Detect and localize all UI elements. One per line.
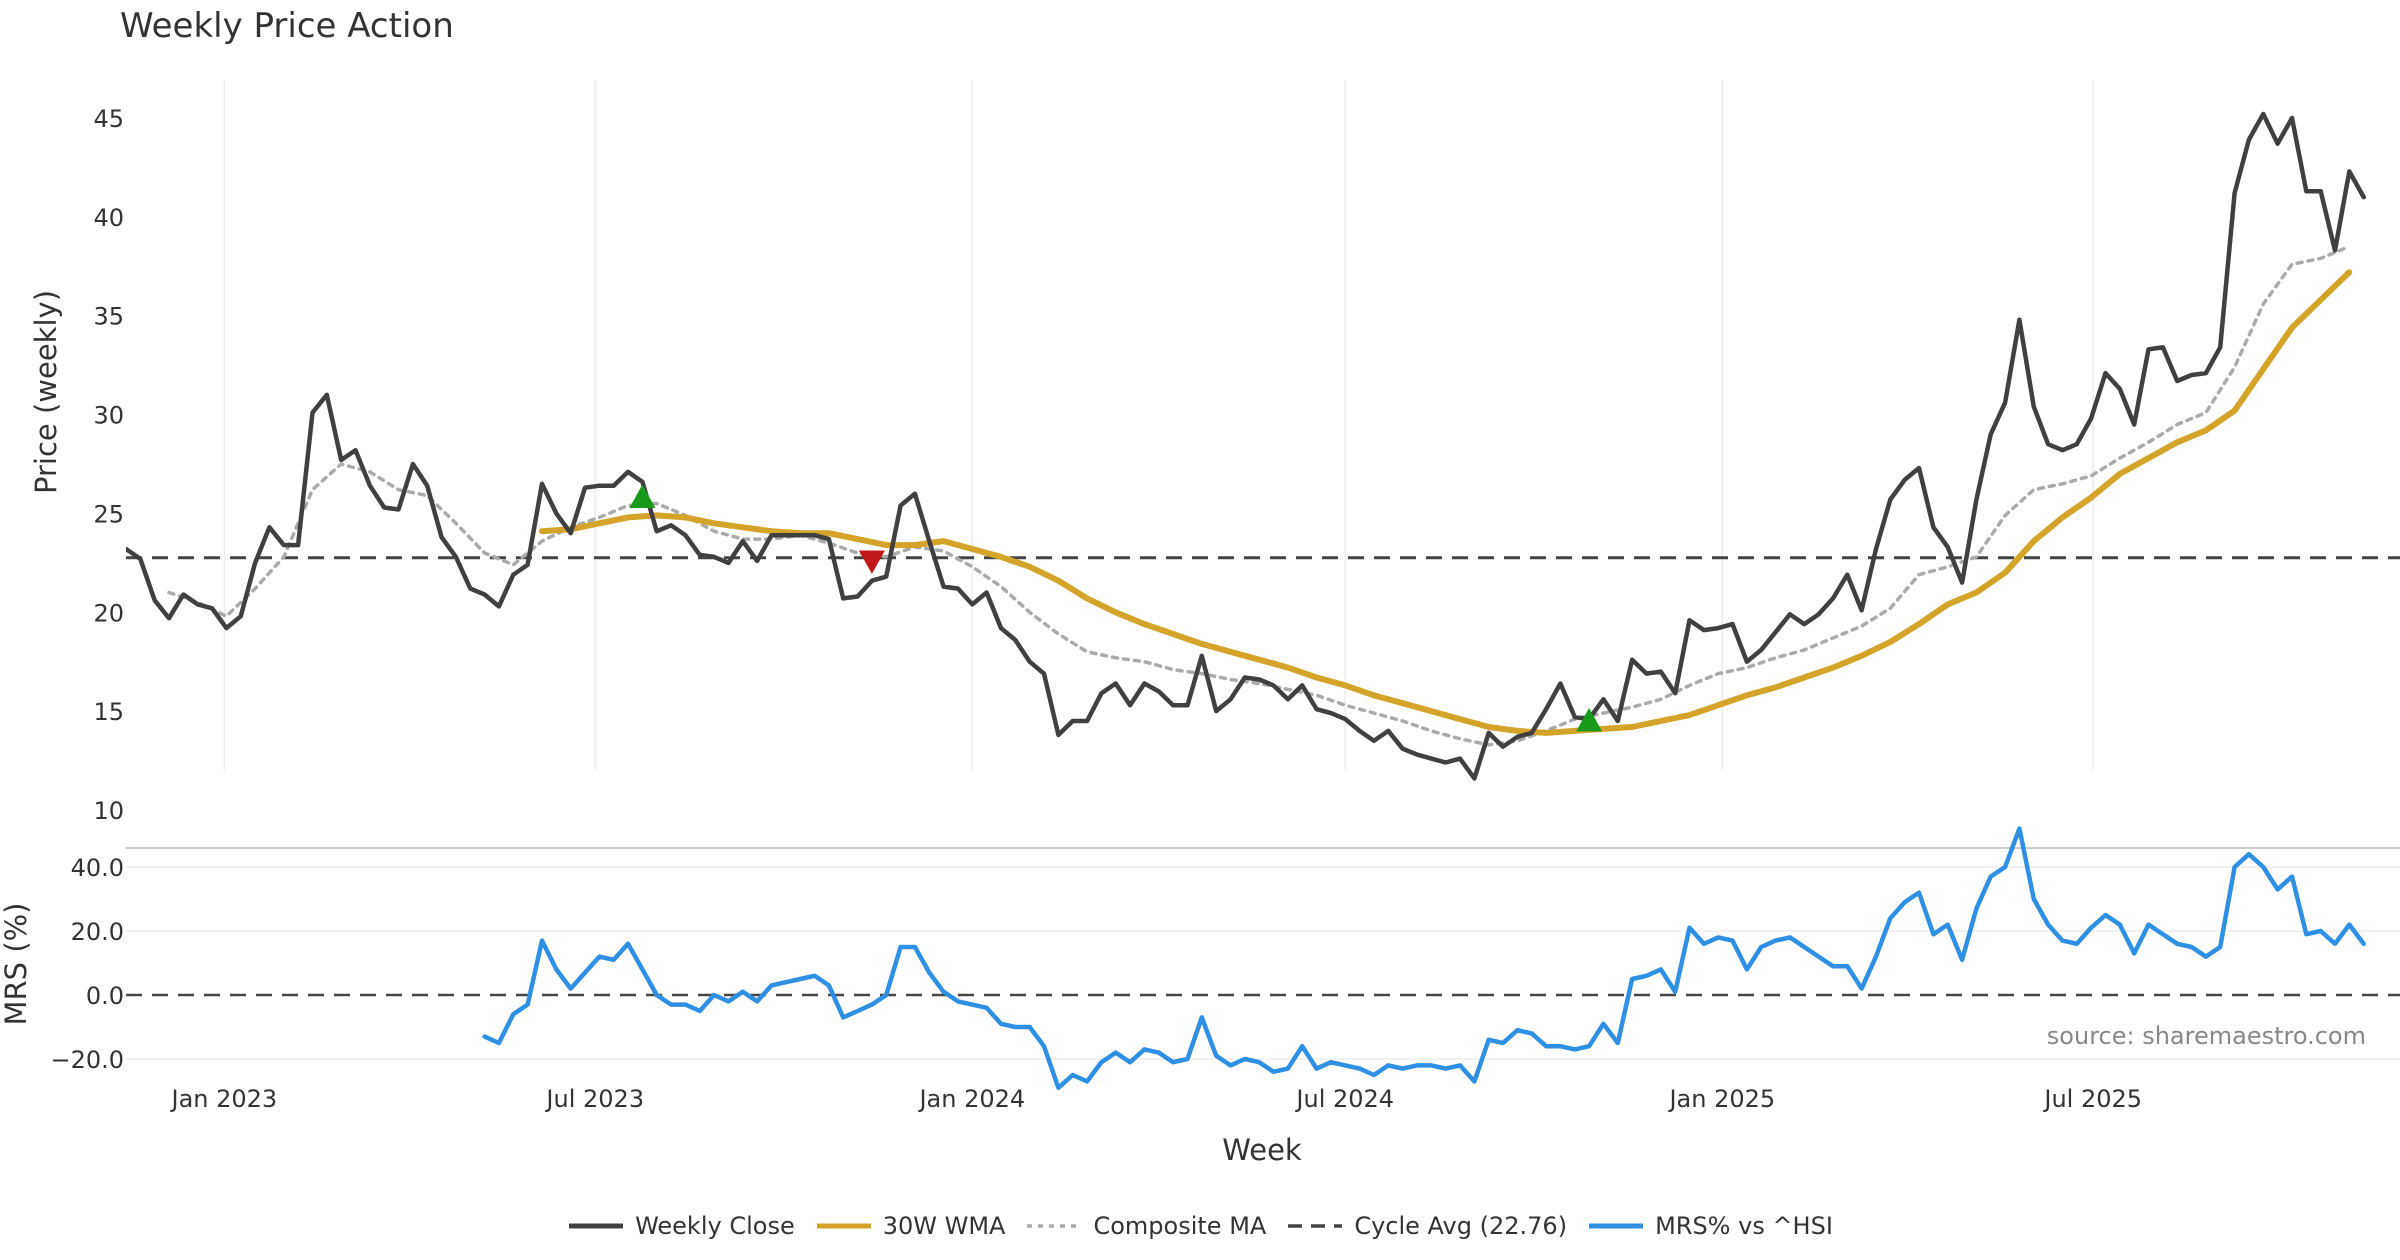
price-y-tick-label: 30	[93, 402, 124, 430]
x-tick-label: Jan 2023	[170, 1085, 278, 1113]
mrs-y-axis-label: MRS (%)	[0, 903, 33, 1026]
legend-label: 30W WMA	[882, 1212, 1006, 1240]
mrs-line	[482, 826, 2366, 1091]
gridlines	[126, 80, 2400, 1060]
legend-label: Cycle Avg (22.76)	[1354, 1212, 1568, 1240]
legend-swatch	[1027, 1224, 1082, 1228]
chart-title: Weekly Price Action	[120, 6, 454, 46]
x-tick-label: Jul 2023	[544, 1085, 644, 1113]
weekly-close-line	[126, 111, 2366, 781]
legend-item: MRS% vs ^HSI	[1587, 1212, 1833, 1240]
price-y-tick-label: 35	[93, 303, 124, 331]
price-y-tick-label: 25	[93, 500, 124, 528]
mrs-y-tick-label: 0.0	[86, 982, 124, 1010]
x-tick-label: Jan 2024	[917, 1085, 1025, 1113]
legend-label: Weekly Close	[635, 1212, 795, 1240]
legend-label: Composite MA	[1093, 1212, 1267, 1240]
legend-label: MRS% vs ^HSI	[1655, 1212, 1833, 1240]
x-tick-label: Jul 2024	[1294, 1085, 1394, 1113]
mrs-panel	[126, 826, 2400, 1091]
mrs-y-tick-label: −20.0	[50, 1046, 124, 1074]
composite-ma-line	[167, 244, 2352, 747]
legend: Weekly Close 30W WMA Composite MA Cycle Avg…	[0, 1212, 2400, 1240]
legend-item: Weekly Close	[567, 1212, 795, 1240]
price-y-axis-label: Price (weekly)	[29, 290, 63, 494]
x-axis-label: Week	[1222, 1133, 1302, 1167]
buy-signal-marker	[1576, 708, 1603, 732]
buy-signal-marker	[629, 484, 656, 509]
legend-swatch	[1288, 1224, 1343, 1228]
price-panel	[126, 111, 2400, 781]
legend-swatch	[569, 1223, 624, 1229]
axes: Jan 2023 Jul 2023 Jan 2024 Jul 2024 Jan 2025…	[50, 105, 2142, 1113]
legend-swatch	[816, 1223, 871, 1229]
legend-item: Composite MA	[1025, 1212, 1266, 1240]
legend-item: 30W WMA	[815, 1212, 1006, 1240]
price-y-tick-label: 45	[93, 105, 124, 133]
legend-swatch	[1589, 1223, 1644, 1229]
chart-canvas: Jan 2023 Jul 2023 Jan 2024 Jul 2024 Jan 2025…	[0, 80, 2400, 1167]
source-label: source: sharemaestro.com	[2047, 1022, 2366, 1050]
price-y-tick-label: 10	[93, 797, 124, 825]
mrs-y-tick-label: 40.0	[71, 854, 124, 882]
price-y-tick-label: 15	[93, 698, 124, 726]
x-tick-label: Jul 2025	[2042, 1085, 2142, 1113]
wma-30w-line	[539, 269, 2353, 736]
x-tick-label: Jan 2025	[1667, 1085, 1775, 1113]
price-y-tick-label: 20	[93, 599, 124, 627]
legend-item: Cycle Avg (22.76)	[1286, 1212, 1567, 1240]
sell-signal-marker	[858, 550, 885, 574]
price-y-tick-label: 40	[93, 204, 124, 232]
mrs-y-tick-label: 20.0	[71, 918, 124, 946]
